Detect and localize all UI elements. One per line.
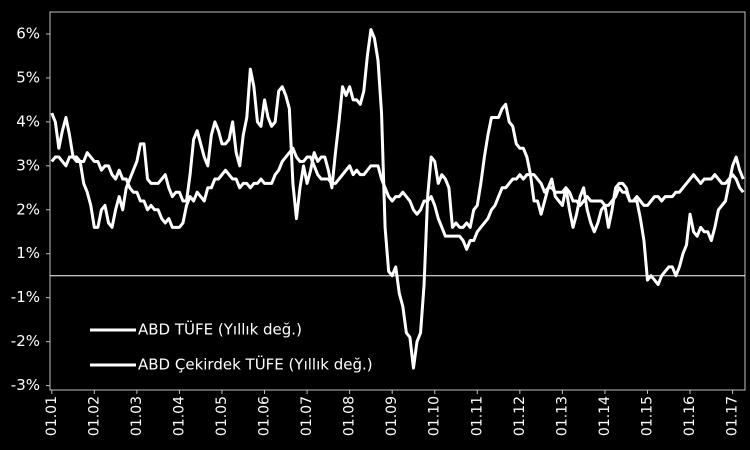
y-tick-label: -2% xyxy=(11,332,40,350)
x-tick-label: 01.03 xyxy=(129,396,145,436)
x-tick-label: 01.06 xyxy=(257,396,273,436)
y-tick-label: 1% xyxy=(16,244,40,262)
series-line xyxy=(50,146,745,251)
y-tick-label: 6% xyxy=(16,24,40,42)
x-tick-label: 01.09 xyxy=(384,396,400,436)
x-tick-label: 01.17 xyxy=(725,396,741,436)
y-tick-label: -3% xyxy=(11,376,40,394)
x-tick-label: 01.11 xyxy=(469,396,485,436)
x-tick-label: 01.02 xyxy=(86,396,102,436)
x-tick-label: 01.13 xyxy=(554,396,570,436)
x-tick-label: 01.08 xyxy=(342,396,358,436)
x-tick-label: 01.04 xyxy=(171,396,187,436)
x-tick-label: 01.10 xyxy=(427,396,443,436)
x-tick-label: 01.16 xyxy=(682,396,698,436)
plot-frame xyxy=(49,11,746,391)
x-tick-label: 01.01 xyxy=(44,396,60,436)
y-tick-label: 3% xyxy=(16,156,40,174)
y-tick-label: 4% xyxy=(16,112,40,130)
x-tick-label: 01.12 xyxy=(512,396,528,436)
x-tick-label: 01.14 xyxy=(597,396,613,436)
legend-label: ABD Çekirdek TÜFE (Yıllık değ.) xyxy=(138,355,373,374)
legend-label: ABD TÜFE (Yıllık değ.) xyxy=(138,320,302,339)
x-tick-label: 01.15 xyxy=(639,396,655,436)
x-tick-label: 01.07 xyxy=(299,396,315,436)
y-tick-label: 5% xyxy=(16,68,40,86)
x-tick-label: 01.05 xyxy=(214,396,230,436)
y-tick-label: 2% xyxy=(16,200,40,218)
y-tick-label: -1% xyxy=(11,288,40,306)
